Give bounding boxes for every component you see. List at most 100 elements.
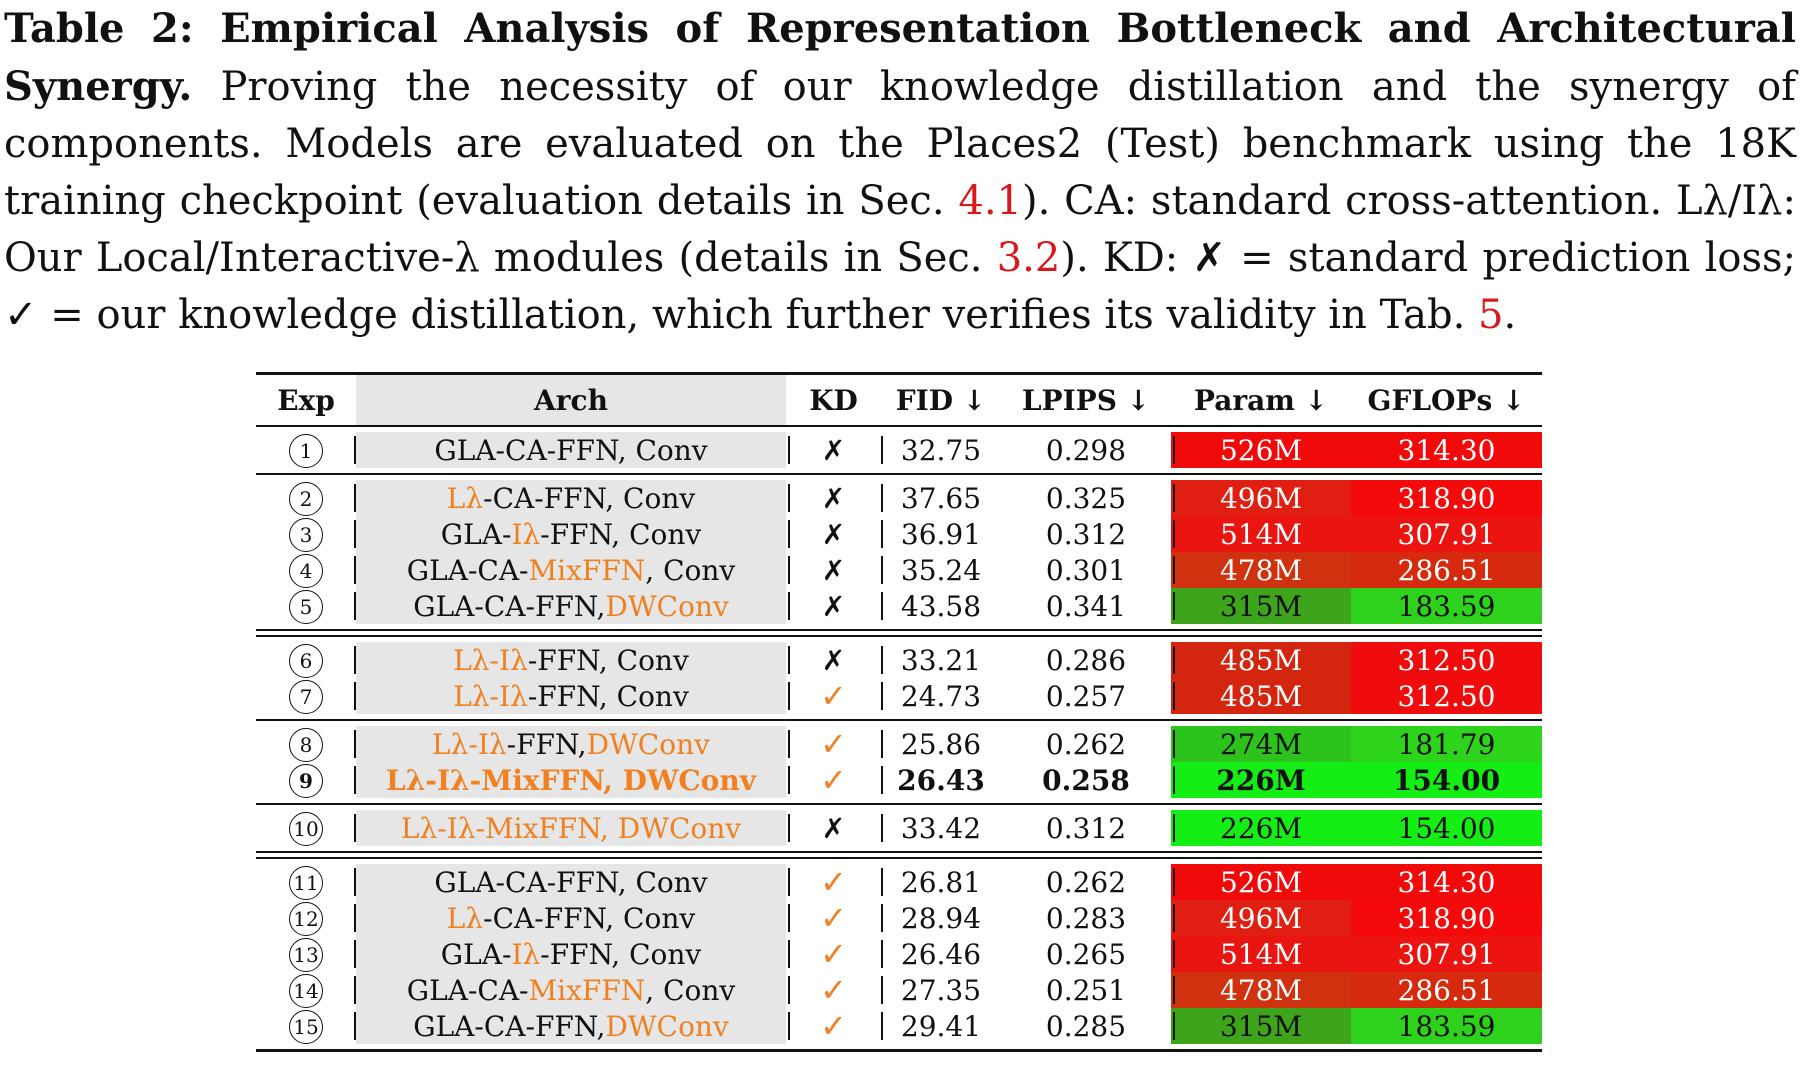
- kd-cell: ✗: [786, 590, 881, 623]
- arch-part: DWConv: [605, 589, 729, 623]
- column-separator: [354, 904, 356, 932]
- arch-part: GLA-CA-FFN,: [413, 589, 606, 623]
- exp-number: 3: [289, 518, 323, 552]
- column-separator: [354, 646, 356, 674]
- gflops-cell: 318.90: [1351, 900, 1542, 936]
- arch-cell: GLA-CA-FFN, Conv: [356, 432, 786, 468]
- exp-cell: 13: [256, 936, 356, 972]
- exp-cell: 6: [256, 642, 356, 678]
- column-separator: [881, 730, 883, 758]
- exp-cell: 4: [256, 552, 356, 588]
- arch-cell: GLA- Iλ -FFN, Conv: [356, 936, 786, 972]
- arch-part: -CA-FFN, Conv: [483, 901, 696, 935]
- header-row: Exp Arch KD FID ↓ LPIPS ↓ Param ↓ GFLOPs…: [256, 375, 1542, 425]
- column-separator: [881, 556, 883, 584]
- exp-number: 4: [289, 554, 323, 588]
- header-fid: FID ↓: [895, 383, 987, 417]
- arch-part: GLA-CA-FFN,: [413, 1009, 606, 1043]
- check-icon: ✓: [820, 971, 847, 1009]
- column-separator: [1173, 556, 1175, 584]
- arch-part: , Conv: [645, 553, 736, 587]
- check-icon: ✓: [820, 1007, 847, 1045]
- gflops-cell: 312.50: [1351, 642, 1542, 678]
- param-cell: 478M: [1171, 972, 1351, 1008]
- arch-part: -CA-FFN, Conv: [483, 481, 696, 515]
- exp-cell: 2: [256, 480, 356, 516]
- cross-icon: ✗: [821, 553, 846, 587]
- exp-cell: 5: [256, 588, 356, 624]
- param-cell: 496M: [1171, 480, 1351, 516]
- exp-number: 9: [289, 764, 323, 798]
- exp-cell: 15: [256, 1008, 356, 1044]
- column-separator: [1173, 1012, 1175, 1040]
- gflops-cell: 314.30: [1351, 432, 1542, 468]
- cross-icon: ✗: [821, 433, 846, 467]
- cross-icon: ✗: [821, 643, 846, 677]
- arch-part: , Conv: [645, 973, 736, 1007]
- header-kd: KD: [809, 383, 858, 417]
- table-row: 5 GLA-CA-FFN, DWConv ✗ 43.58 0.341 315M 183.59: [256, 588, 1542, 624]
- exp-number: 7: [289, 680, 323, 714]
- arch-cell: GLA-CA- MixFFN, Conv: [356, 972, 786, 1008]
- kd-cell: ✗: [786, 812, 881, 845]
- header-arch: Arch: [356, 375, 786, 425]
- table-row: 10 Lλ-Iλ-MixFFN, DWConv ✗ 33.42 0.312 226M 154…: [256, 810, 1542, 846]
- fid-cell: 29.41: [900, 1009, 982, 1043]
- arch-part: -FFN, Conv: [527, 679, 689, 713]
- arch-part: -FFN,: [506, 727, 587, 761]
- param-cell: 274M: [1171, 726, 1351, 762]
- column-separator: [354, 1012, 356, 1040]
- fid-cell: 26.43: [897, 763, 985, 797]
- group-rule: [256, 629, 1542, 631]
- group-rule: [256, 803, 1542, 805]
- column-separator: [788, 520, 790, 548]
- column-separator: [354, 436, 356, 464]
- lpips-cell: 0.285: [1045, 1009, 1127, 1043]
- column-separator: [881, 868, 883, 896]
- fid-cell: 24.73: [900, 679, 982, 713]
- arch-part: GLA-CA-: [406, 553, 529, 587]
- lpips-cell: 0.286: [1045, 643, 1127, 677]
- column-separator: [881, 814, 883, 842]
- lpips-cell: 0.257: [1045, 679, 1127, 713]
- column-separator: [1173, 940, 1175, 968]
- kd-cell: ✗: [786, 554, 881, 587]
- caption-ref-1[interactable]: 4.1: [958, 178, 1022, 224]
- column-separator: [881, 682, 883, 710]
- cross-icon: ✗: [821, 589, 846, 623]
- arch-part: DWConv: [586, 727, 710, 761]
- header-lpips: LPIPS ↓: [1021, 383, 1151, 417]
- exp-cell: 14: [256, 972, 356, 1008]
- column-separator: [881, 436, 883, 464]
- caption-ref-2[interactable]: 3.2: [996, 235, 1061, 281]
- caption-ref-3[interactable]: 5: [1478, 292, 1504, 338]
- column-separator: [788, 814, 790, 842]
- param-cell: 514M: [1171, 936, 1351, 972]
- cross-icon: ✗: [821, 517, 846, 551]
- fid-cell: 33.42: [900, 811, 982, 845]
- kd-cell: ✓: [786, 935, 881, 973]
- arch-part: GLA-CA-FFN, Conv: [434, 433, 708, 467]
- check-icon: ✓: [820, 899, 847, 937]
- param-cell: 496M: [1171, 900, 1351, 936]
- arch-part: GLA-: [440, 517, 512, 551]
- gflops-cell: 286.51: [1351, 972, 1542, 1008]
- arch-part: MixFFN: [528, 973, 646, 1007]
- gflops-cell: 183.59: [1351, 1008, 1542, 1044]
- caption-lead: Table 2: Empirical Analysis of Represent…: [4, 5, 1796, 110]
- column-separator: [354, 814, 356, 842]
- lpips-cell: 0.265: [1045, 937, 1127, 971]
- arch-cell: GLA-CA-FFN, DWConv: [356, 1008, 786, 1044]
- column-separator: [354, 520, 356, 548]
- exp-number: 10: [289, 812, 323, 846]
- exp-number: 1: [289, 434, 323, 468]
- gflops-cell: 307.91: [1351, 516, 1542, 552]
- column-separator: [788, 436, 790, 464]
- kd-cell: ✓: [786, 971, 881, 1009]
- arch-part: MixFFN: [528, 553, 646, 587]
- gflops-cell: 307.91: [1351, 936, 1542, 972]
- column-separator: [1173, 730, 1175, 758]
- fid-cell: 27.35: [900, 973, 982, 1007]
- column-separator: [1173, 520, 1175, 548]
- arch-cell: Lλ -CA-FFN, Conv: [356, 900, 786, 936]
